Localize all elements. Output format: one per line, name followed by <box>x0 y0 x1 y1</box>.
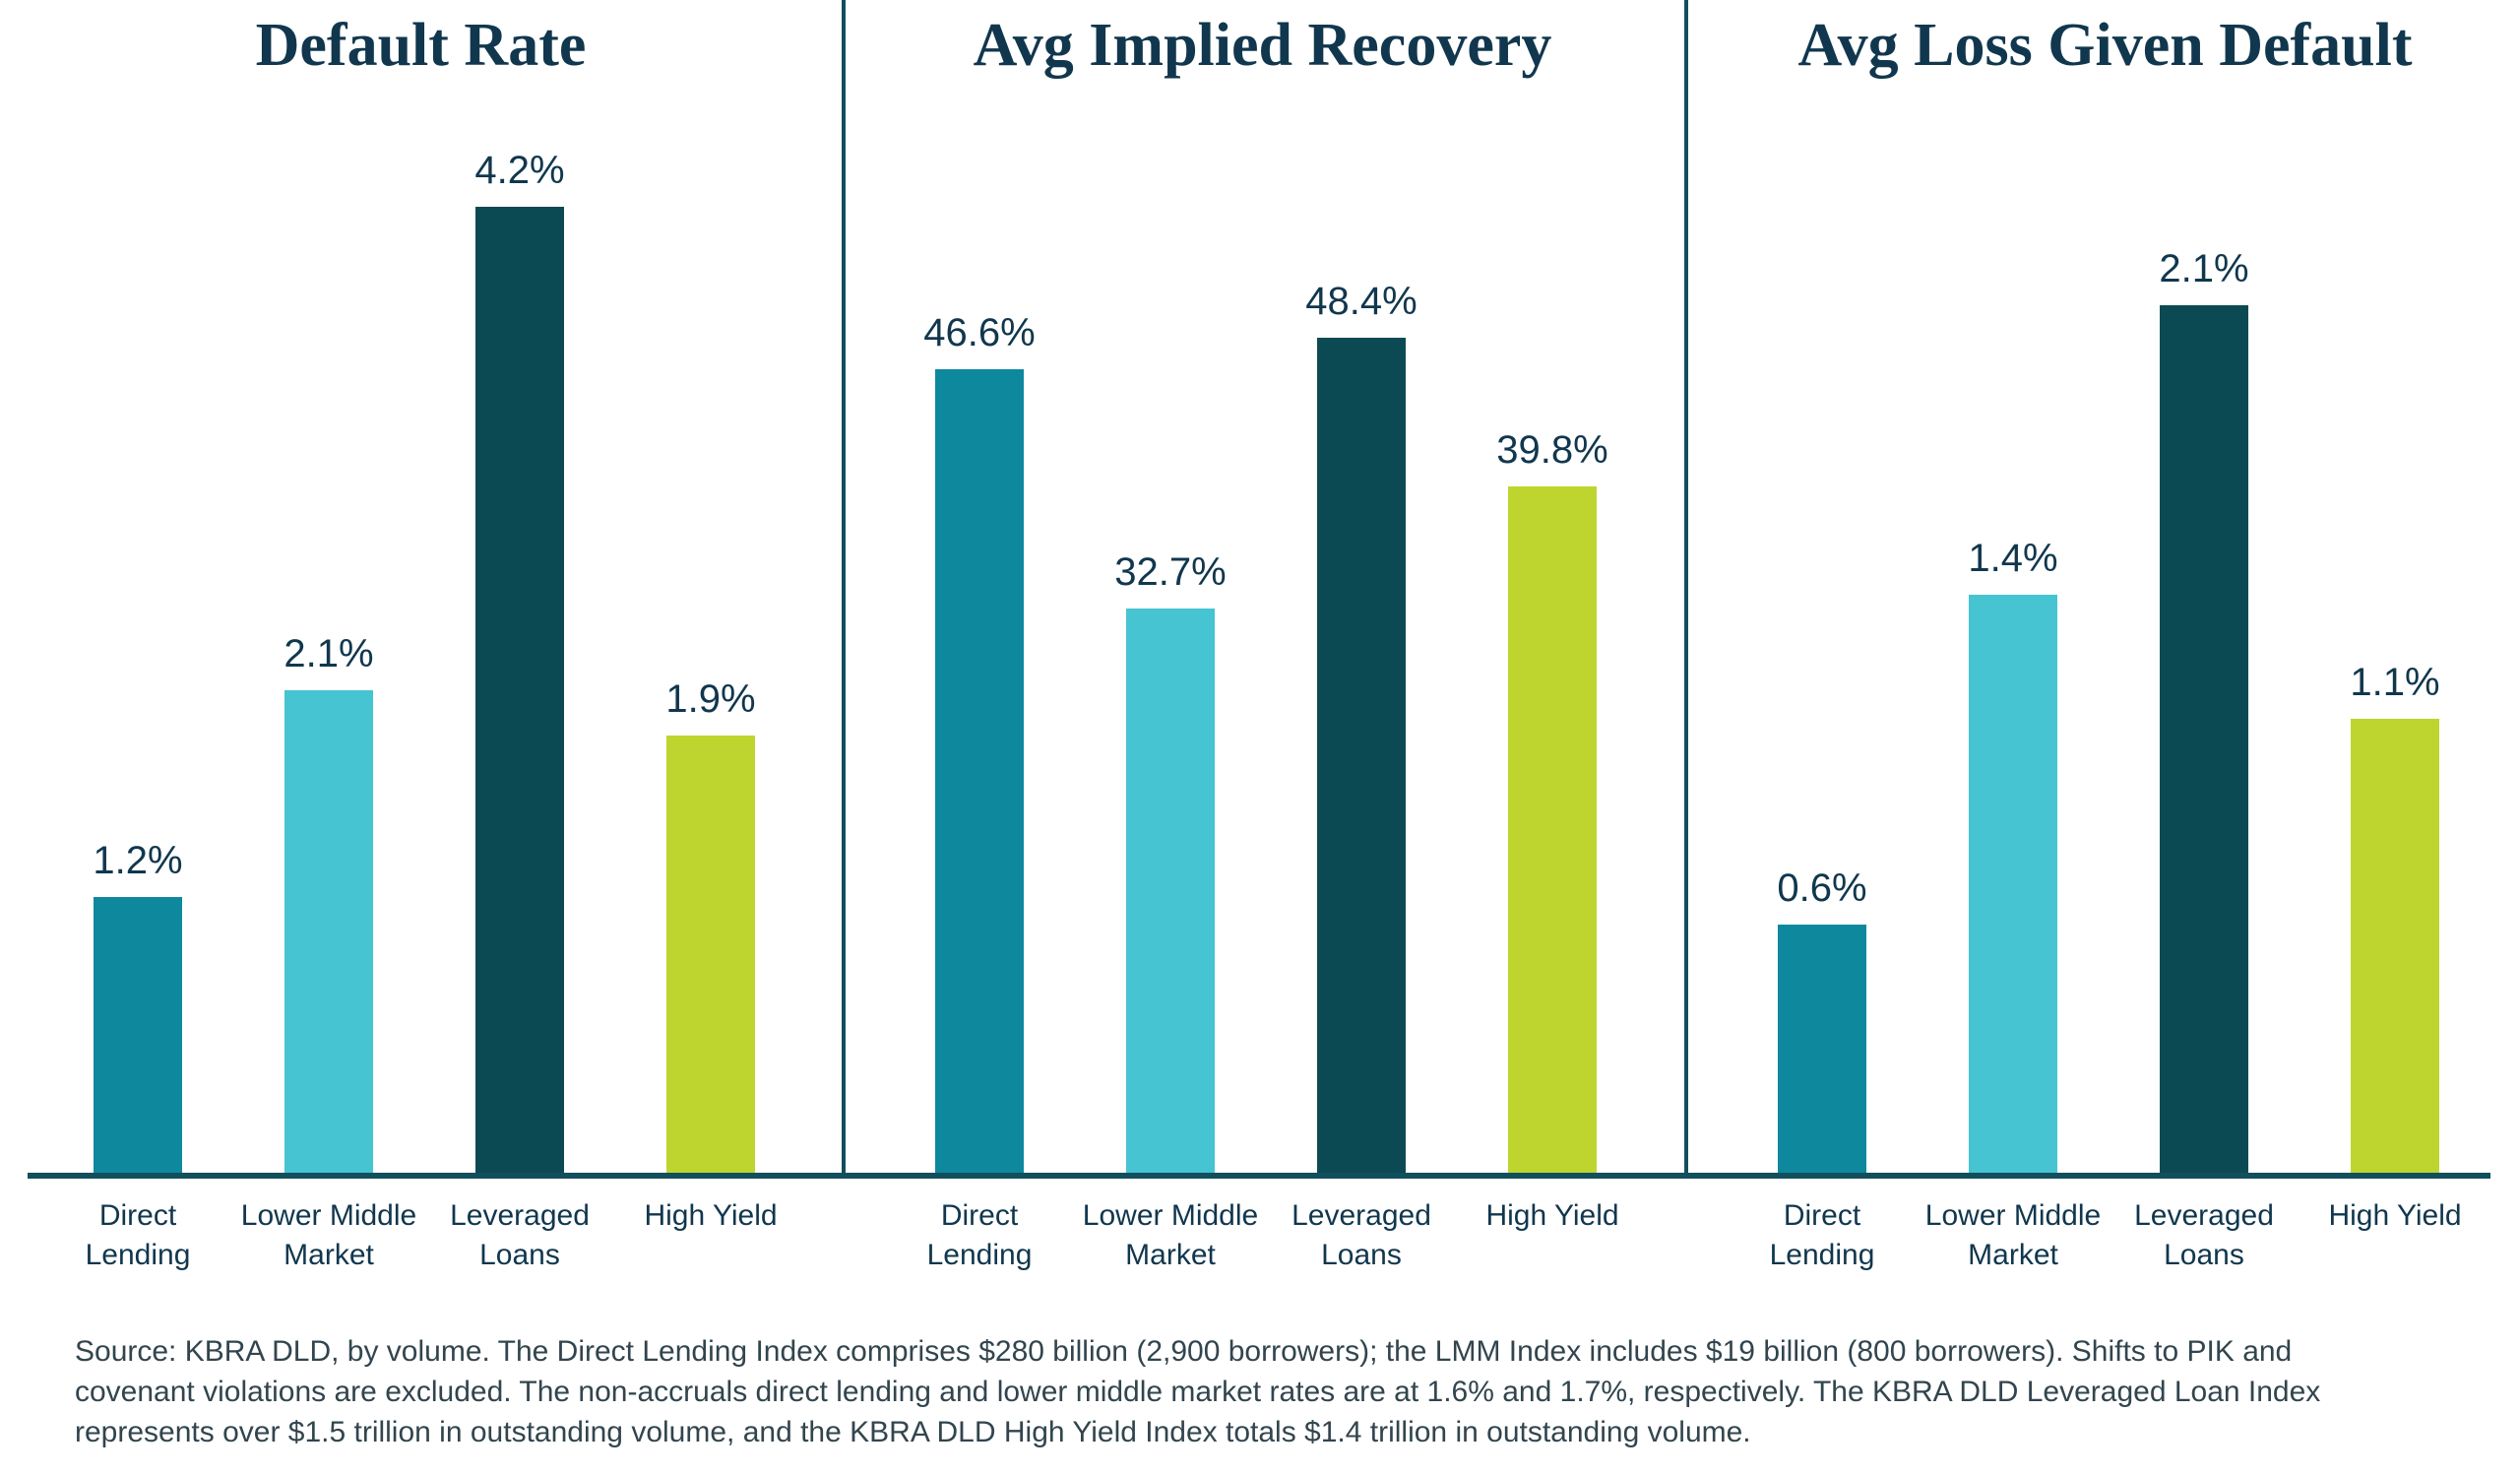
value-label-lower-middle: 32.7% <box>1114 550 1227 594</box>
bar-leveraged <box>2160 305 2248 1173</box>
value-label-high-yield: 1.9% <box>665 677 756 721</box>
value-label-direct: 0.6% <box>1777 866 1867 910</box>
value-label-direct: 46.6% <box>923 311 1036 354</box>
bar-lower-middle <box>1126 609 1215 1173</box>
category-label-direct: Direct Lending <box>85 1199 191 1271</box>
panel-avg-implied-recovery: Avg Implied Recovery 46.6% 32.7% 48.4% 39.8… <box>843 0 1682 1476</box>
category-label-direct: Direct Lending <box>926 1199 1033 1271</box>
panel-default-rate: Default Rate 1.2% 2.1% 4.2% 1.9% Direct Len… <box>1 0 841 1476</box>
category-axis-avg-implied-recovery: Direct Lending Lower Middle Market Leverag… <box>843 1196 1682 1315</box>
value-label-high-yield: 39.8% <box>1496 428 1608 472</box>
panel-avg-loss-given-default: Avg Loss Given Default 0.6% 1.4% 2.1% 1.1% … <box>1685 0 2520 1476</box>
category-label-lower-middle: Lower Middle Market <box>1082 1199 1259 1271</box>
bar-leveraged <box>475 207 564 1173</box>
category-axis-default-rate: Direct Lending Lower Middle Market Leverag… <box>1 1196 841 1315</box>
category-label-leveraged: Leveraged Loans <box>450 1199 590 1271</box>
bar-leveraged <box>1317 338 1406 1173</box>
value-label-leveraged: 48.4% <box>1305 280 1418 323</box>
x-axis-line <box>28 1173 2490 1179</box>
bar-plot-avg-loss-given-default: 0.6% 1.4% 2.1% 1.1% <box>1685 0 2520 1173</box>
source-note-line: covenant violations are excluded. The no… <box>75 1376 2321 1408</box>
value-label-lower-middle: 1.4% <box>1968 537 2058 580</box>
bar-high-yield <box>2351 719 2439 1173</box>
value-label-high-yield: 1.1% <box>2350 661 2440 704</box>
panel-title-avg-loss-given-default: Avg Loss Given Default <box>1797 12 2413 79</box>
panel-separator-line <box>1684 0 1688 1175</box>
panel-separator-line <box>842 0 846 1175</box>
source-note-line: Source: KBRA DLD, by volume. The Direct … <box>75 1335 2293 1368</box>
bar-plot-default-rate: 1.2% 2.1% 4.2% 1.9% <box>1 0 841 1173</box>
source-note: Source: KBRA DLD, by volume. The Direct … <box>75 1331 2477 1452</box>
category-label-leveraged: Leveraged Loans <box>1292 1199 1431 1271</box>
bar-direct <box>935 369 1024 1173</box>
category-label-direct: Direct Lending <box>1769 1199 1875 1271</box>
bar-plot-avg-implied-recovery: 46.6% 32.7% 48.4% 39.8% <box>843 0 1682 1173</box>
category-label-leveraged: Leveraged Loans <box>2134 1199 2274 1271</box>
value-label-lower-middle: 2.1% <box>284 632 374 675</box>
category-label-lower-middle: Lower Middle Market <box>1924 1199 2102 1271</box>
source-note-line: represents over $1.5 trillion in outstan… <box>75 1416 1751 1448</box>
bar-direct <box>94 897 182 1173</box>
bar-direct <box>1778 925 1866 1173</box>
category-axis-avg-loss-given-default: Direct Lending Lower Middle Market Leverag… <box>1685 1196 2520 1315</box>
bar-lower-middle <box>284 690 373 1173</box>
category-label-high-yield: High Yield <box>2328 1199 2462 1232</box>
value-label-direct: 1.2% <box>93 839 183 882</box>
panel-title-default-rate: Default Rate <box>255 12 587 79</box>
value-label-leveraged: 2.1% <box>2159 247 2249 290</box>
category-label-high-yield: High Yield <box>644 1199 778 1232</box>
category-label-lower-middle: Lower Middle Market <box>240 1199 417 1271</box>
category-label-high-yield: High Yield <box>1485 1199 1619 1232</box>
panel-title-avg-implied-recovery: Avg Implied Recovery <box>973 12 1552 79</box>
value-label-leveraged: 4.2% <box>474 149 565 192</box>
bar-lower-middle <box>1969 595 2057 1173</box>
bar-high-yield <box>666 736 755 1173</box>
bar-high-yield <box>1508 486 1597 1173</box>
